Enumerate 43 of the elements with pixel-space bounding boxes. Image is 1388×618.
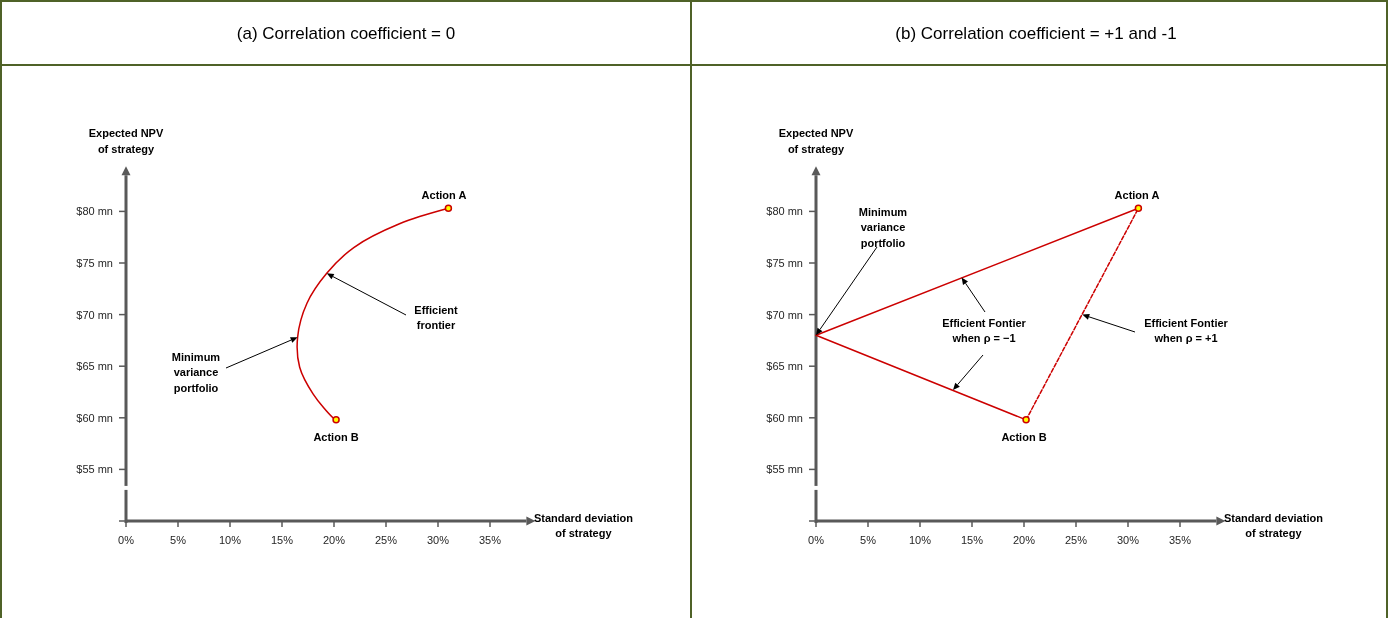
y-tick-label: $80 mn [766, 205, 803, 218]
x-tick-label: 0% [808, 534, 825, 546]
y-axis-title: Expected NPV of strategy [778, 127, 854, 155]
x-tick-label: 0% [118, 534, 135, 546]
x-tick-label: 20% [322, 534, 346, 546]
y-tick-label: $65 mn [766, 360, 803, 373]
x-tick-label: 30% [1116, 534, 1140, 546]
x-axis-title: Standard deviation of strategy [1223, 512, 1324, 540]
x-tick-label: 5% [860, 534, 877, 546]
annotation: Action B [313, 431, 359, 443]
annotation: Action B [1001, 431, 1047, 443]
y-tick-label: $55 mn [766, 463, 803, 476]
x-tick-label: 5% [170, 534, 187, 546]
y-tick-label: $60 mn [766, 411, 803, 424]
y-tick-label: $60 mn [76, 411, 113, 424]
annotation: Efficient Fontier when ρ = −1 [942, 317, 1027, 345]
chart-title: (a) Correlation coefficient = 0 [236, 23, 456, 43]
chart-title: (b) Correlation coefficient = +1 and -1 [895, 23, 1177, 43]
annotation: Efficient Fontier when ρ = +1 [1144, 317, 1229, 345]
annotation: Minimum variance portfolio [171, 351, 221, 394]
annotation: Minimum variance portfolio [858, 206, 908, 249]
x-tick-label: 25% [374, 534, 398, 546]
x-axis-title: Standard deviation of strategy [533, 512, 634, 540]
y-tick-label: $55 mn [76, 463, 113, 476]
x-tick-label: 15% [960, 534, 984, 546]
x-tick-label: 10% [218, 534, 242, 546]
y-tick-label: $75 mn [766, 257, 803, 269]
x-tick-label: 25% [1064, 534, 1088, 546]
annotation: Efficient frontier [414, 304, 459, 332]
y-tick-label: $65 mn [76, 360, 113, 373]
x-tick-label: 35% [1168, 534, 1192, 546]
annotation: Action A [421, 189, 467, 201]
annotation: Action A [1114, 189, 1160, 201]
x-tick-label: 30% [426, 534, 450, 546]
y-tick-label: $70 mn [76, 308, 113, 321]
y-tick-label: $80 mn [76, 205, 113, 218]
y-tick-label: $70 mn [766, 308, 803, 321]
y-axis-title: Expected NPV of strategy [88, 127, 164, 155]
x-tick-label: 35% [478, 534, 502, 546]
y-tick-label: $75 mn [76, 257, 113, 269]
x-tick-label: 20% [1012, 534, 1036, 546]
x-tick-label: 10% [908, 534, 932, 546]
x-tick-label: 15% [270, 534, 294, 546]
